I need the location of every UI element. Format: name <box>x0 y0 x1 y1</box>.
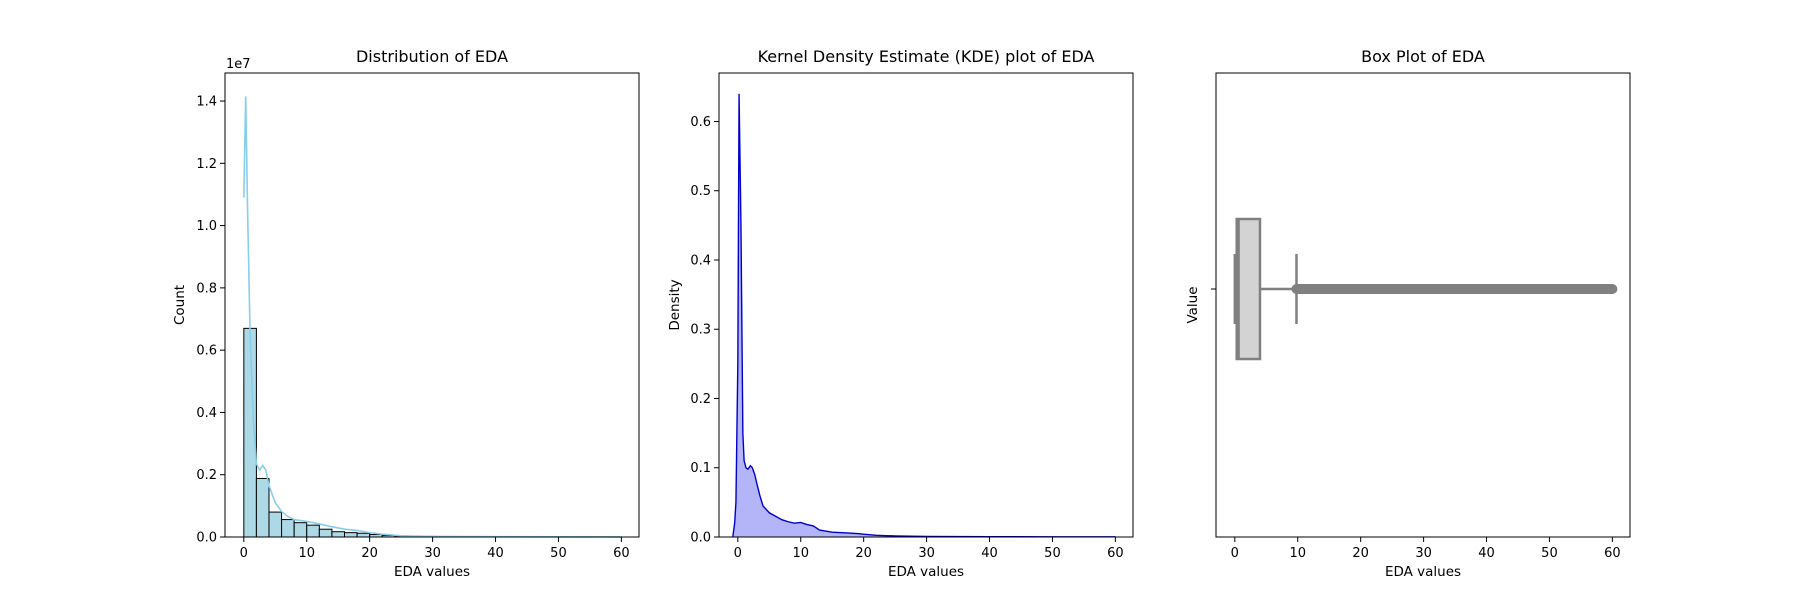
y-tick-label: 0.8 <box>196 281 217 296</box>
boxplot-y-axis-label: Value <box>1185 286 1201 323</box>
histogram-bar <box>343 532 358 538</box>
kde-x-axis-label: EDA values <box>888 564 964 580</box>
histogram-y-axis-label: Count <box>172 285 188 325</box>
x-tick-label: 60 <box>1107 546 1124 561</box>
boxplot-x-axis-label: EDA values <box>1385 564 1461 580</box>
x-tick-label: 10 <box>792 546 809 561</box>
kde-marks <box>732 93 1116 538</box>
y-tick-label: 0.0 <box>196 531 217 546</box>
x-tick-label: 50 <box>1044 546 1061 561</box>
histogram-y-offset-text: 1e7 <box>226 57 251 72</box>
x-tick-label: 0 <box>1231 546 1239 561</box>
histogram-bar <box>356 532 371 538</box>
boxplot-marks <box>1233 217 1618 361</box>
x-tick-label: 40 <box>487 546 504 561</box>
kde-line <box>732 93 1116 538</box>
x-tick-label: 20 <box>361 546 378 561</box>
x-tick-label: 0 <box>240 546 248 561</box>
x-tick-label: 20 <box>855 546 872 561</box>
x-tick-label: 40 <box>981 546 998 561</box>
boxplot-title: Box Plot of EDA <box>1361 47 1485 66</box>
boxplot-frame <box>1215 72 1631 538</box>
kde-y-axis-label: Density <box>667 279 683 330</box>
y-tick-label: 0.5 <box>690 184 711 199</box>
y-tick-label: 0.4 <box>196 406 217 421</box>
kde-panel: Kernel Density Estimate (KDE) plot of ED… <box>667 47 1134 580</box>
histogram-title: Distribution of EDA <box>356 47 508 66</box>
x-tick-label: 30 <box>918 546 935 561</box>
y-tick-label: 1.0 <box>196 219 217 234</box>
histogram-x-axis-label: EDA values <box>394 564 470 580</box>
boxplot-ticks: 0 10 20 30 40 50 60 <box>1211 288 1621 561</box>
histogram-bar <box>255 477 270 538</box>
x-tick-label: 50 <box>1541 546 1558 561</box>
x-tick-label: 40 <box>1478 546 1495 561</box>
x-tick-label: 20 <box>1352 546 1369 561</box>
y-tick-label: 0.2 <box>690 392 711 407</box>
histogram-kde-line <box>243 96 622 538</box>
boxplot-panel: Box Plot of EDA 0 10 20 30 40 50 60 EDA values… <box>1185 47 1631 580</box>
boxplot-box <box>1235 217 1262 361</box>
histogram-marks <box>243 96 622 538</box>
x-tick-label: 0 <box>734 546 742 561</box>
x-tick-label: 60 <box>1604 546 1621 561</box>
histogram-bar <box>306 524 320 538</box>
histogram-bar <box>268 511 283 538</box>
y-tick-label: 1.2 <box>196 157 217 172</box>
x-tick-label: 30 <box>424 546 441 561</box>
histogram-panel: Distribution of EDA 0 10 20 30 40 50 600.00.20… <box>172 47 640 580</box>
histogram-frame <box>224 72 640 538</box>
y-tick-label: 1.4 <box>196 95 217 110</box>
x-tick-label: 10 <box>298 546 315 561</box>
y-tick-label: 0.6 <box>690 115 711 130</box>
histogram-bar <box>331 531 345 538</box>
histogram-ticks: 0 10 20 30 40 50 60 0.0 0.2 0.4 0.6 0.8 1.0 1.2 1.4 <box>196 95 629 561</box>
x-tick-label: 50 <box>550 546 567 561</box>
histogram-bar <box>293 522 308 538</box>
kde-title: Kernel Density Estimate (KDE) plot of ED… <box>758 47 1095 66</box>
y-tick-label: 0.1 <box>690 461 711 476</box>
y-tick-label: 0.3 <box>690 323 711 338</box>
histogram-bar <box>281 519 295 538</box>
histogram-bar <box>318 528 333 538</box>
kde-frame <box>718 72 1134 538</box>
x-tick-label: 30 <box>1415 546 1432 561</box>
y-tick-label: 0.6 <box>196 344 217 359</box>
y-tick-label: 0.0 <box>690 531 711 546</box>
y-tick-label: 0.4 <box>690 253 711 268</box>
kde-ticks: 0 10 20 30 40 50 60 0.0 0.1 0.2 0.3 0.4 0.5 0.6 <box>690 115 1123 561</box>
y-tick-label: 0.2 <box>196 468 217 483</box>
x-tick-label: 10 <box>1289 546 1306 561</box>
x-tick-label: 60 <box>613 546 630 561</box>
